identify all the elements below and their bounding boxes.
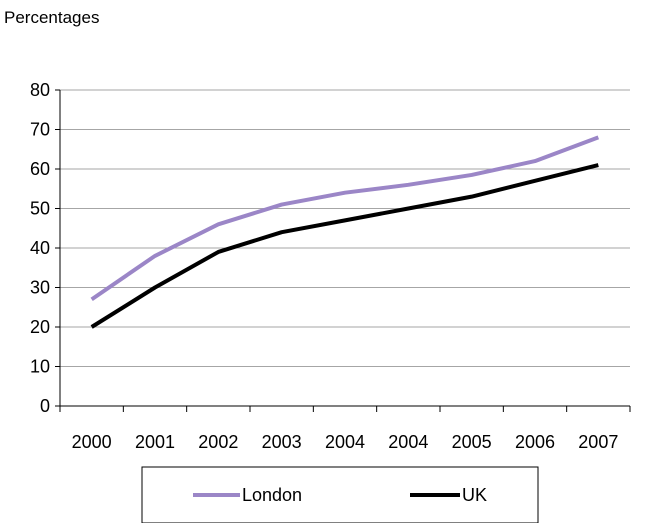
y-tick-label: 60 <box>30 159 50 179</box>
x-tick-label: 2007 <box>578 432 618 452</box>
y-tick-label: 0 <box>40 396 50 416</box>
x-tick-labels: 2000 2001 2002 2003 2004 2004 2005 2006 2007 <box>72 432 619 452</box>
x-tick-label: 2004 <box>388 432 428 452</box>
legend-label-london: London <box>242 485 302 505</box>
x-tick-label: 2004 <box>325 432 365 452</box>
y-tick-label: 80 <box>30 80 50 100</box>
y-tick-label: 50 <box>30 199 50 219</box>
x-tick-label: 2006 <box>515 432 555 452</box>
y-tick-label: 40 <box>30 238 50 258</box>
legend: London UK <box>141 466 539 523</box>
series-line-london <box>90 135 600 301</box>
series-line-uk <box>90 163 599 329</box>
y-axis-label: Percentages <box>4 8 100 27</box>
axes <box>55 89 631 412</box>
y-tick-label: 70 <box>30 120 50 140</box>
series-lines <box>90 135 600 329</box>
y-tick-label: 10 <box>30 357 50 377</box>
legend-label-uk: UK <box>462 485 487 505</box>
x-tick-label: 2005 <box>452 432 492 452</box>
gridlines <box>60 89 630 367</box>
y-tick-label: 30 <box>30 278 50 298</box>
y-tick-labels: 0 10 20 30 40 50 60 70 80 <box>30 80 50 416</box>
x-tick-label: 2003 <box>262 432 302 452</box>
x-tick-label: 2002 <box>198 432 238 452</box>
x-tick-label: 2000 <box>72 432 112 452</box>
y-tick-label: 20 <box>30 317 50 337</box>
x-tick-label: 2001 <box>135 432 175 452</box>
